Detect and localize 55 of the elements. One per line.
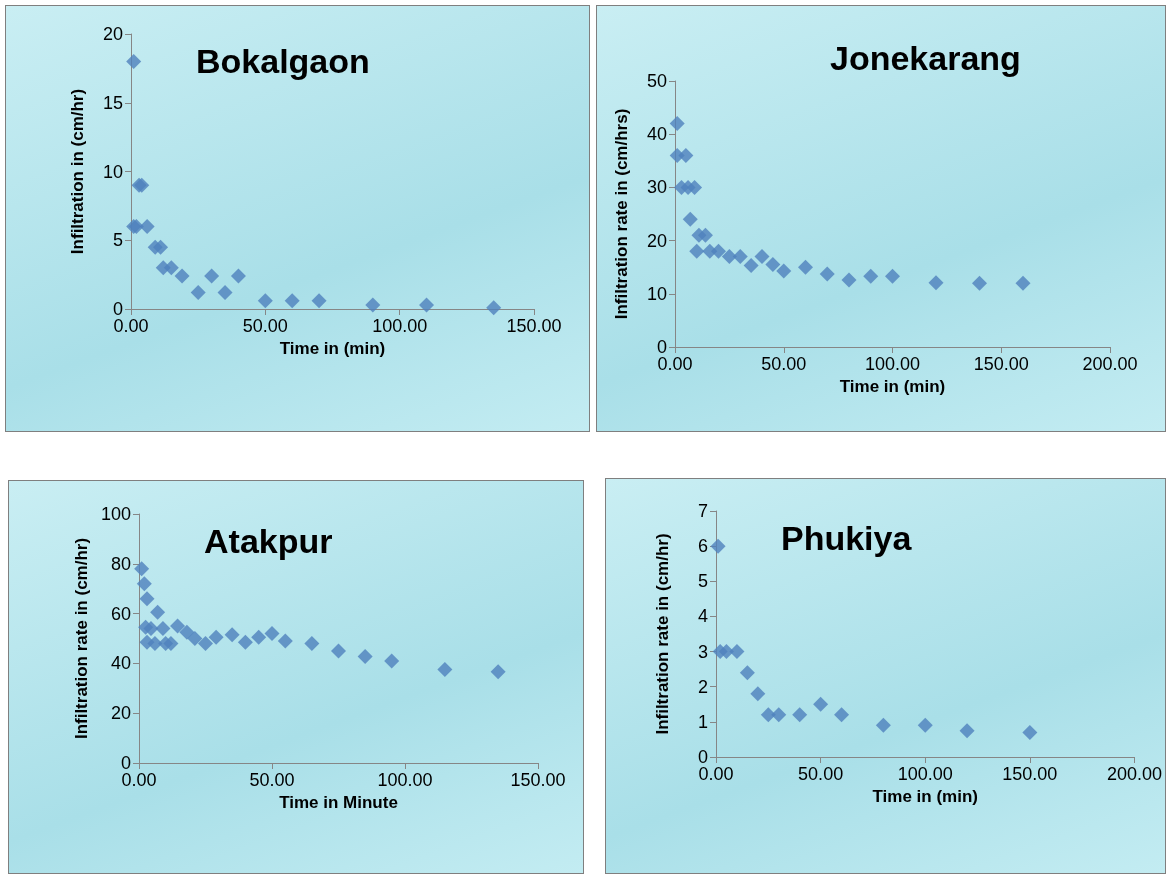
y-tick-label: 40 [646, 124, 667, 145]
y-tick-label: 0 [656, 337, 667, 357]
x-tick-label: 0.00 [113, 316, 149, 336]
x-tick-label: 50.00 [761, 354, 807, 374]
x-tick-label: 200.00 [1106, 764, 1162, 784]
y-tick-label: 1 [697, 711, 708, 732]
y-tick-label: 0 [112, 299, 123, 319]
y-tick-label: 5 [112, 230, 123, 251]
y-tick-label: 2 [697, 676, 708, 697]
y-tick-label: 3 [697, 641, 708, 662]
y-tick-label: 15 [102, 92, 123, 113]
x-axis-title: Time in (min) [279, 338, 386, 358]
x-tick-label: 150.00 [510, 770, 566, 790]
y-axis-title: Infiltration in (cm/hr) [68, 88, 87, 255]
chart-title: Phukiya [781, 519, 913, 557]
x-tick-label: 200.00 [1082, 354, 1138, 374]
y-axis-title: Infiltration rate in (cm/hr) [653, 533, 672, 735]
y-tick-label: 7 [697, 501, 708, 521]
y-tick-label: 0 [120, 753, 131, 773]
y-tick-label: 5 [697, 571, 708, 592]
x-tick-label: 100.00 [377, 770, 433, 790]
y-axis-title: Infiltration rate in (cm/hr) [72, 537, 92, 740]
y-axis-title: Infiltration rate in (cm/hrs) [612, 108, 631, 320]
y-tick-label: 20 [102, 24, 123, 44]
x-tick-label: 50.00 [242, 316, 288, 336]
y-tick-label: 50 [646, 71, 667, 91]
x-tick-label: 50.00 [798, 764, 844, 784]
y-tick-label: 60 [110, 603, 131, 624]
x-tick-label: 100.00 [864, 354, 921, 374]
x-axis-title: Time in Minute [279, 792, 398, 812]
chart-title: Jonekarang [830, 39, 1021, 77]
y-tick-label: 100 [100, 504, 131, 524]
y-tick-label: 40 [110, 653, 131, 674]
x-tick-label: 0.00 [657, 354, 693, 374]
x-tick-label: 0.00 [698, 764, 734, 784]
x-tick-label: 100.00 [897, 764, 953, 784]
x-axis-title: Time in (min) [872, 786, 978, 806]
x-tick-label: 100.00 [372, 316, 428, 336]
y-tick-label: 30 [646, 177, 667, 198]
chart-title: Bokalgaon [196, 42, 370, 80]
y-tick-label: 4 [697, 606, 708, 627]
y-tick-label: 10 [102, 161, 123, 182]
y-tick-label: 6 [697, 536, 708, 557]
y-tick-label: 0 [697, 747, 708, 767]
x-tick-label: 150.00 [973, 354, 1029, 374]
y-tick-label: 10 [646, 283, 667, 304]
y-tick-label: 20 [110, 703, 131, 724]
x-tick-label: 0.00 [121, 770, 157, 790]
x-axis-title: Time in (min) [839, 376, 946, 396]
chart-title: Atakpur [204, 522, 333, 560]
x-tick-label: 150.00 [1002, 764, 1058, 784]
y-tick-label: 20 [646, 230, 667, 251]
x-tick-label: 150.00 [506, 316, 562, 336]
x-tick-label: 50.00 [249, 770, 295, 790]
y-tick-label: 80 [110, 553, 131, 574]
